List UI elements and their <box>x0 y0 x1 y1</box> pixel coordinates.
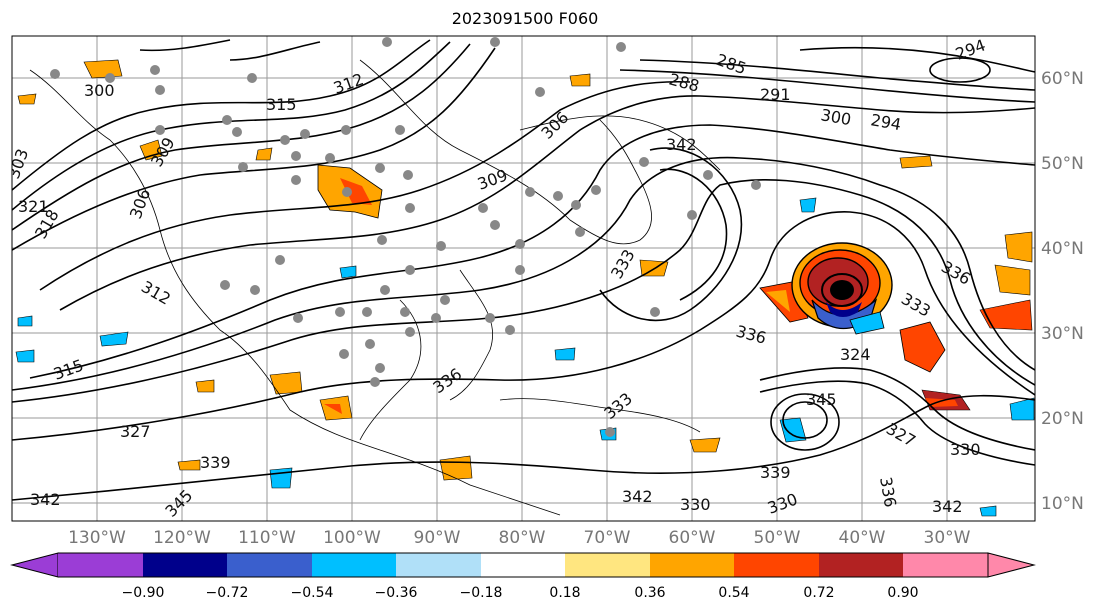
map-panel: 303 300 315 312 309 306 288 285 291 294 … <box>12 36 1035 521</box>
lon-tick-label: 40°W <box>839 528 886 548</box>
colorbar-segment <box>312 553 396 577</box>
contour-label: 315 <box>266 95 297 114</box>
lon-tick-label: 30°W <box>924 528 971 548</box>
colorbar-low-extend <box>10 552 59 578</box>
colorbar-tick-label: −0.54 <box>291 585 334 601</box>
lat-tick-label: 60°N <box>1041 69 1084 89</box>
colorbar-segment <box>481 553 565 577</box>
coastlines <box>29 59 721 516</box>
lon-tick-label: 90°W <box>414 528 461 548</box>
contour-label: 339 <box>200 453 231 472</box>
colorbar-tick-label: 0.54 <box>718 585 749 601</box>
contour-label: 342 <box>30 490 61 509</box>
lon-tick-label: 100°W <box>323 528 381 548</box>
colorbar-segment <box>565 553 650 577</box>
colorbar: −0.90 −0.72 −0.54 −0.36 −0.18 0.18 0.36 … <box>10 552 1036 601</box>
colorbar-tick-label: −0.72 <box>206 585 249 601</box>
lon-tick-label: 120°W <box>153 528 211 548</box>
colorbar-segment <box>143 553 227 577</box>
contour-label: 321 <box>18 197 49 216</box>
contour-label: 291 <box>760 85 791 104</box>
lon-tick-label: 80°W <box>499 528 546 548</box>
lat-tick-label: 30°N <box>1041 324 1084 344</box>
lon-tick-label: 50°W <box>754 528 801 548</box>
colorbar-segment <box>903 553 988 577</box>
colorbar-segment <box>227 553 312 577</box>
colorbar-segment <box>58 553 143 577</box>
map-frame <box>11 35 1036 522</box>
lat-tick-label: 10°N <box>1041 494 1084 514</box>
colorbar-tick-label: −0.18 <box>460 585 503 601</box>
lon-tick-label: 130°W <box>68 528 126 548</box>
contour-label: 339 <box>760 463 791 482</box>
lat-tick-label: 50°N <box>1041 154 1084 174</box>
contour-label: 324 <box>840 345 871 364</box>
contour-label: 300 <box>84 81 115 100</box>
colorbar-high-extend <box>987 552 1036 578</box>
colorbar-segment <box>396 553 481 577</box>
map-title: 2023091500 F060 <box>451 9 599 28</box>
lon-tick-label: 60°W <box>669 528 716 548</box>
colorbar-tick-label: −0.90 <box>122 585 165 601</box>
contour-label: 327 <box>120 422 151 441</box>
colorbar-segment <box>819 553 903 577</box>
colorbar-tick-label: 0.36 <box>634 585 665 601</box>
contour-label: 330 <box>950 440 981 459</box>
colorbar-tick-label: 0.90 <box>887 585 918 601</box>
contour-label: 342 <box>666 135 697 154</box>
colorbar-tick-label: −0.36 <box>375 585 418 601</box>
theta-contours <box>12 39 1035 501</box>
station-dots <box>50 37 761 437</box>
contour-label: 342 <box>932 497 963 516</box>
hurricane-core <box>791 242 893 335</box>
longitude-axis: 130°W 120°W 110°W 100°W 90°W 80°W 70°W 6… <box>68 528 971 548</box>
colorbar-tick-label: 0.72 <box>803 585 834 601</box>
lon-tick-label: 110°W <box>238 528 296 548</box>
colorbar-segment <box>650 553 734 577</box>
latitude-axis: 60°N 50°N 40°N 30°N 20°N 10°N <box>1041 69 1084 514</box>
contour-label: 345 <box>806 390 837 409</box>
lon-tick-label: 70°W <box>584 528 631 548</box>
colorbar-segment <box>734 553 819 577</box>
contour-label: 342 <box>622 487 653 506</box>
contour-label: 330 <box>680 495 711 514</box>
lat-tick-label: 20°N <box>1041 409 1084 429</box>
lat-tick-label: 40°N <box>1041 239 1084 259</box>
colorbar-tick-label: 0.18 <box>549 585 580 601</box>
